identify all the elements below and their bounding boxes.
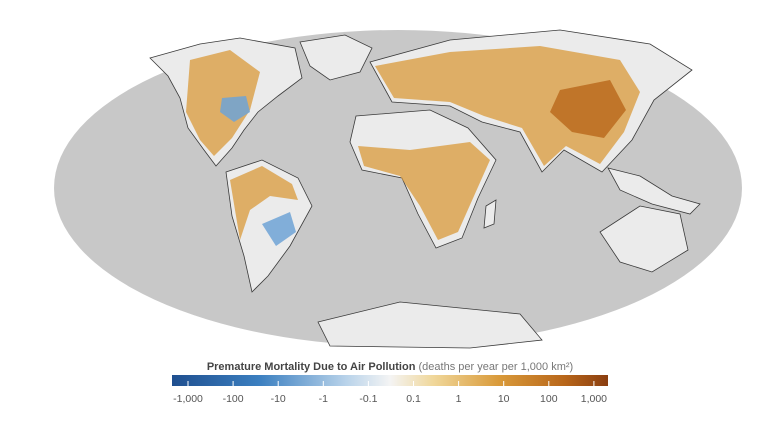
legend-title: Premature Mortality Due to Air Pollution: [207, 361, 416, 373]
legend-unit: (deaths per year per 1,000 km²): [419, 361, 574, 373]
legend-tick-label: -0.1: [359, 393, 377, 405]
australia: [599, 205, 689, 273]
antarctica: [317, 301, 543, 349]
legend-tick-label: 0.1: [406, 393, 421, 405]
asia-hotspot: [550, 80, 626, 138]
eurasia-pollution: [375, 46, 640, 166]
greenland: [299, 34, 373, 81]
sa-clean: [262, 212, 296, 246]
legend-heading: Premature Mortality Due to Air Pollution…: [207, 361, 573, 373]
legend-tick-label: 100: [540, 393, 558, 405]
legend-tick-label: 1: [456, 393, 462, 405]
na-clean: [220, 96, 250, 122]
southeast-asia: [607, 167, 701, 215]
legend-tick-label: 10: [498, 393, 510, 405]
legend-tick-label: -10: [271, 393, 286, 405]
legend-tick-label: 1,000: [581, 393, 607, 405]
madagascar: [483, 199, 497, 229]
legend-tick-label: -1,000: [173, 393, 203, 405]
color-bar: [172, 375, 608, 386]
legend-tick-label: -100: [223, 393, 244, 405]
legend: Premature Mortality Due to Air Pollution…: [172, 361, 608, 405]
world-map: [54, 29, 742, 349]
sa-pollution: [230, 166, 298, 240]
legend-ticks: -1,000 -100 -10 -1 -0.1 0.1 1 10 100 1,000: [173, 381, 607, 405]
legend-tick-label: -1: [319, 393, 328, 405]
africa-pollution: [358, 142, 490, 240]
